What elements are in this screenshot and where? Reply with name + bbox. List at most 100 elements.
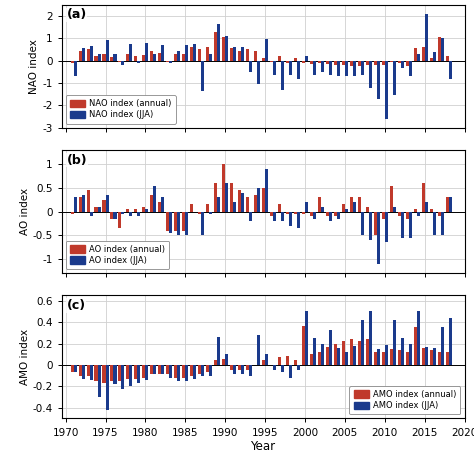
Bar <box>361 320 364 365</box>
Bar <box>278 358 281 365</box>
Bar <box>142 207 146 212</box>
Bar <box>366 207 369 212</box>
Bar <box>142 365 146 378</box>
Bar <box>297 365 300 370</box>
Bar <box>262 188 265 212</box>
Bar <box>281 60 284 90</box>
Bar <box>401 212 404 238</box>
Bar <box>113 365 117 384</box>
Bar <box>425 347 428 365</box>
Bar <box>206 205 209 212</box>
Bar <box>206 47 209 60</box>
Bar <box>102 200 106 212</box>
Bar <box>98 54 100 60</box>
Bar <box>345 209 348 212</box>
Bar <box>409 344 412 365</box>
Bar <box>406 60 409 66</box>
Bar <box>254 195 257 212</box>
Bar <box>361 60 364 75</box>
Bar <box>329 60 332 75</box>
Bar <box>286 60 289 63</box>
Bar <box>190 365 193 376</box>
Bar <box>350 60 353 66</box>
Bar <box>142 55 146 60</box>
Bar <box>127 209 129 212</box>
Bar <box>169 60 173 63</box>
Bar <box>350 339 353 365</box>
Bar <box>358 60 361 66</box>
Bar <box>353 345 356 365</box>
Bar <box>198 212 201 214</box>
Bar <box>169 365 173 378</box>
Bar <box>390 186 393 212</box>
Bar <box>281 365 284 372</box>
Bar <box>446 197 448 212</box>
Bar <box>382 60 385 65</box>
Y-axis label: AMO index: AMO index <box>19 329 29 385</box>
Bar <box>377 349 380 365</box>
Bar <box>398 350 401 365</box>
Bar <box>302 212 305 214</box>
Text: (a): (a) <box>66 8 87 21</box>
Bar <box>369 60 372 87</box>
Bar <box>158 365 161 373</box>
Bar <box>137 60 140 63</box>
Bar <box>209 54 212 60</box>
Bar <box>382 212 385 219</box>
Bar <box>150 195 154 212</box>
Bar <box>305 202 308 212</box>
Bar <box>233 365 236 373</box>
Bar <box>417 212 419 216</box>
Bar <box>421 183 425 212</box>
Bar <box>406 352 409 365</box>
Bar <box>390 60 393 62</box>
Bar <box>230 183 233 212</box>
Bar <box>321 60 324 72</box>
Legend: NAO index (annual), NAO index (JJA): NAO index (annual), NAO index (JJA) <box>66 95 176 124</box>
Bar <box>417 312 419 365</box>
Bar <box>366 339 369 365</box>
Bar <box>246 365 249 370</box>
Bar <box>225 36 228 60</box>
Bar <box>174 54 177 60</box>
Bar <box>110 57 113 60</box>
Bar <box>297 60 300 79</box>
Bar <box>421 348 425 365</box>
Bar <box>246 49 249 60</box>
Bar <box>222 37 225 60</box>
Bar <box>209 212 212 214</box>
Bar <box>448 60 452 79</box>
Bar <box>273 60 276 75</box>
Bar <box>161 365 164 373</box>
Bar <box>90 365 92 380</box>
Bar <box>94 207 98 212</box>
Bar <box>113 212 117 219</box>
Bar <box>321 344 324 365</box>
Bar <box>174 365 177 378</box>
Bar <box>225 183 228 212</box>
Bar <box>409 212 412 238</box>
Bar <box>87 365 90 376</box>
Bar <box>318 60 321 63</box>
Y-axis label: NAO index: NAO index <box>29 39 39 93</box>
Text: (b): (b) <box>66 154 87 166</box>
Bar <box>326 212 329 216</box>
Bar <box>217 337 220 365</box>
Bar <box>345 352 348 365</box>
Bar <box>249 212 252 221</box>
Bar <box>241 193 244 212</box>
Bar <box>398 60 401 63</box>
Bar <box>127 54 129 60</box>
Bar <box>441 327 444 365</box>
Bar <box>358 197 361 212</box>
Bar <box>433 348 436 365</box>
Bar <box>441 38 444 60</box>
Bar <box>79 51 82 60</box>
Bar <box>73 365 77 372</box>
Bar <box>342 341 345 365</box>
Bar <box>297 212 300 228</box>
Bar <box>79 365 82 376</box>
Bar <box>190 205 193 212</box>
Bar <box>374 60 377 65</box>
Bar <box>94 365 98 381</box>
